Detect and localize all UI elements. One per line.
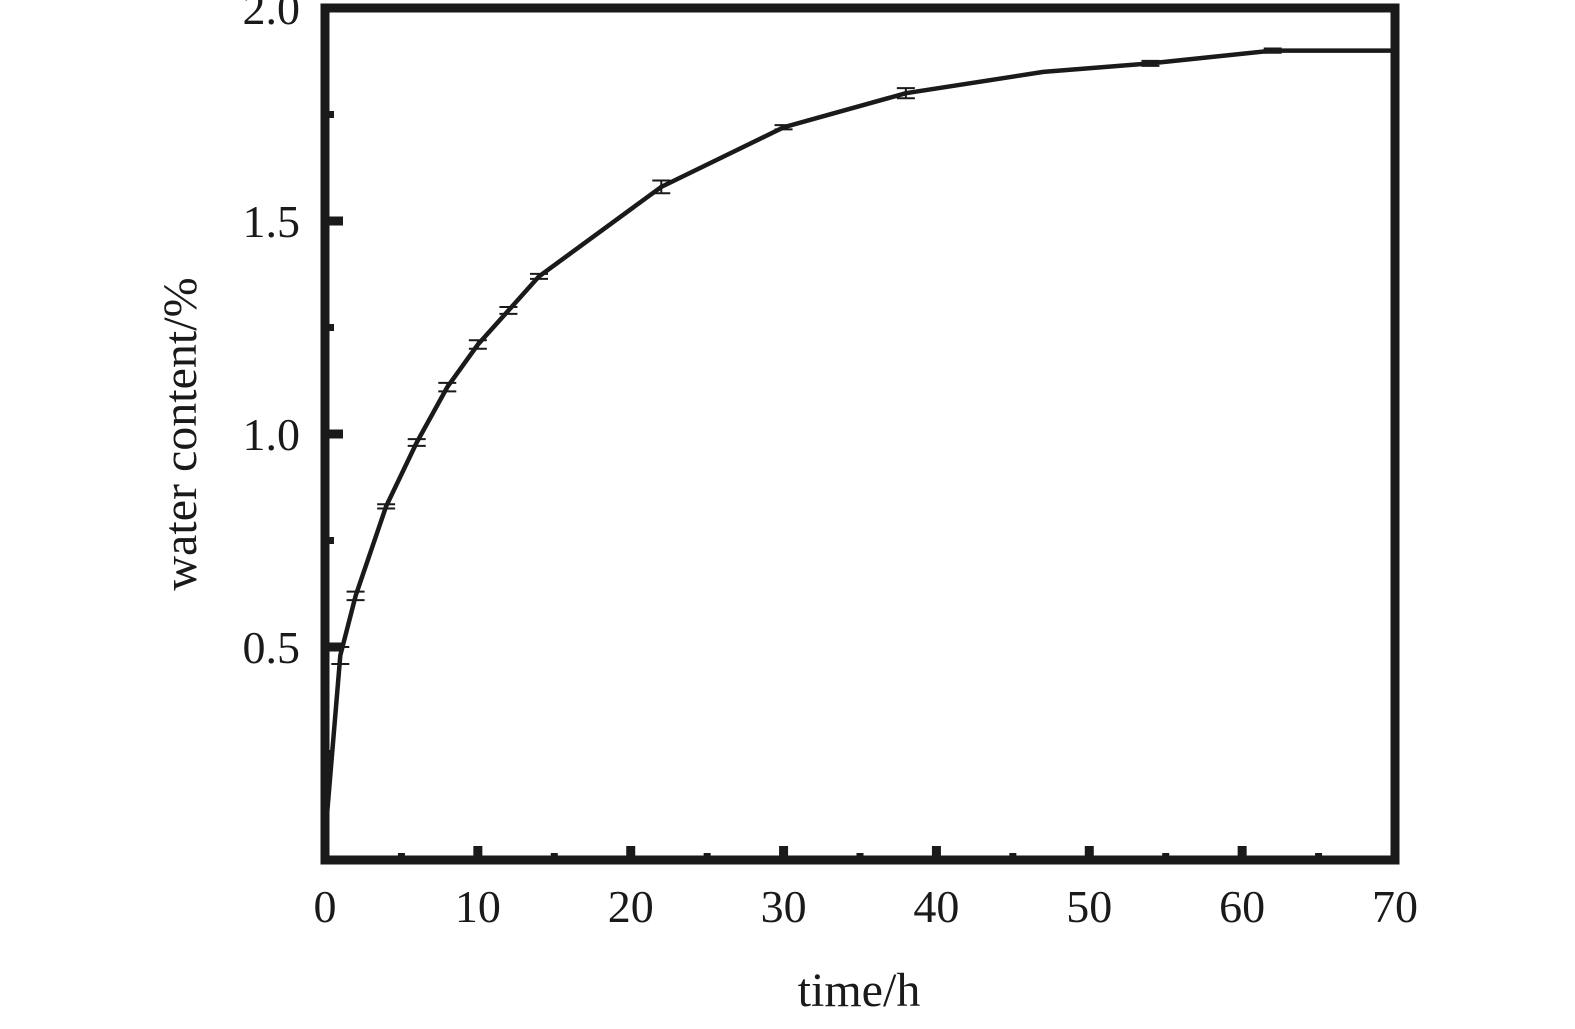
- series-layer: [322, 47, 1397, 841]
- y-tick-label: 2.0: [243, 0, 301, 34]
- data-point: [1041, 70, 1045, 74]
- x-tick-label: 10: [455, 881, 501, 932]
- y-tick-label: 1.5: [243, 196, 301, 247]
- x-tick-label: 70: [1372, 881, 1418, 932]
- plot-frame: [320, 3, 1400, 865]
- data-point: [354, 594, 358, 598]
- data-point: [338, 654, 342, 658]
- x-tick-label: 60: [1219, 881, 1265, 932]
- y-axis-label: water content/%: [154, 277, 207, 590]
- x-tick-label: 30: [761, 881, 807, 932]
- data-point: [445, 385, 449, 389]
- data-point: [1271, 49, 1275, 53]
- data-point: [659, 185, 663, 189]
- data-point: [506, 308, 510, 312]
- data-point: [537, 274, 541, 278]
- data-point: [782, 125, 786, 129]
- ticks-layer: [320, 3, 1400, 860]
- series-line: [322, 48, 1395, 839]
- data-point: [476, 343, 480, 347]
- y-tick-label: 0.5: [243, 622, 301, 673]
- x-tick-label: 20: [608, 881, 654, 932]
- data-point: [1148, 61, 1152, 65]
- y-tick-label: 1.0: [243, 409, 301, 460]
- x-tick-label: 40: [913, 881, 959, 932]
- data-point: [904, 91, 908, 95]
- data-point: [415, 441, 419, 445]
- x-tick-label: 50: [1066, 881, 1112, 932]
- labels-layer: 0 10 20 30 40 50 60 70 0.5 1.0 1.5 2.0: [243, 0, 1419, 932]
- x-axis-label: time/h: [798, 964, 921, 1017]
- data-point: [384, 504, 388, 508]
- x-tick-label: 0: [314, 881, 337, 932]
